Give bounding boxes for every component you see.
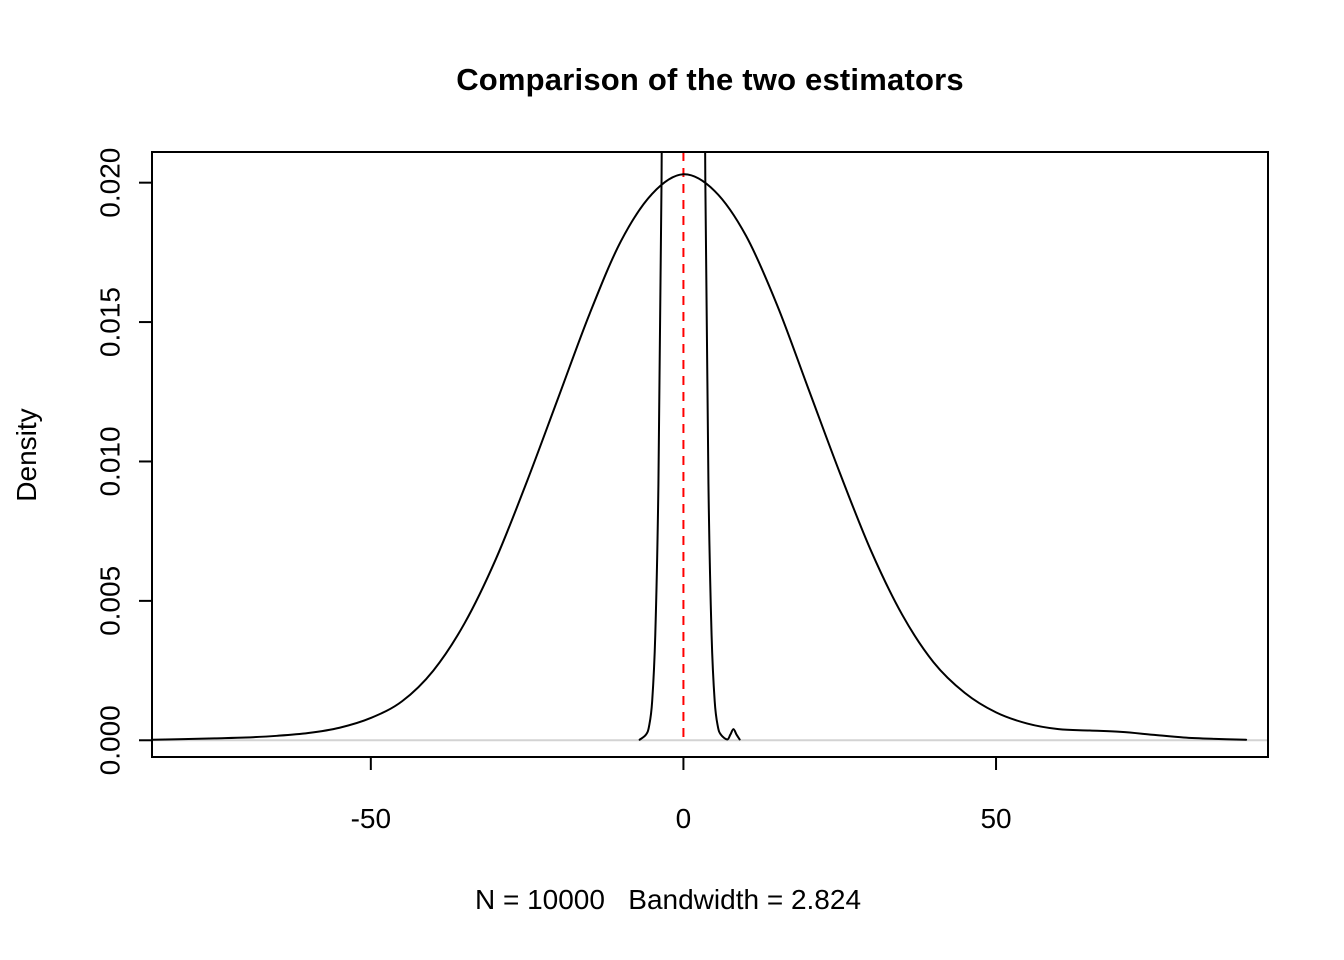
y-tick-label: 0.010 xyxy=(95,426,126,496)
plot-box xyxy=(151,151,1269,758)
x-tick-label: 50 xyxy=(980,803,1011,834)
y-tick-label: 0.020 xyxy=(95,148,126,218)
x-tick-label: -50 xyxy=(351,803,391,834)
density-curve-wide-estimator-density xyxy=(152,173,1248,741)
x-axis-label: N = 10000 Bandwidth = 2.824 xyxy=(474,884,862,915)
x-tick-label: 0 xyxy=(676,803,692,834)
y-tick-label: 0.000 xyxy=(95,705,126,775)
y-tick-label: 0.005 xyxy=(95,566,126,636)
chart-title: Comparison of the two estimators xyxy=(456,62,964,97)
density-curve-narrow-estimator-density xyxy=(638,152,741,741)
y-tick-label: 0.015 xyxy=(95,287,126,357)
